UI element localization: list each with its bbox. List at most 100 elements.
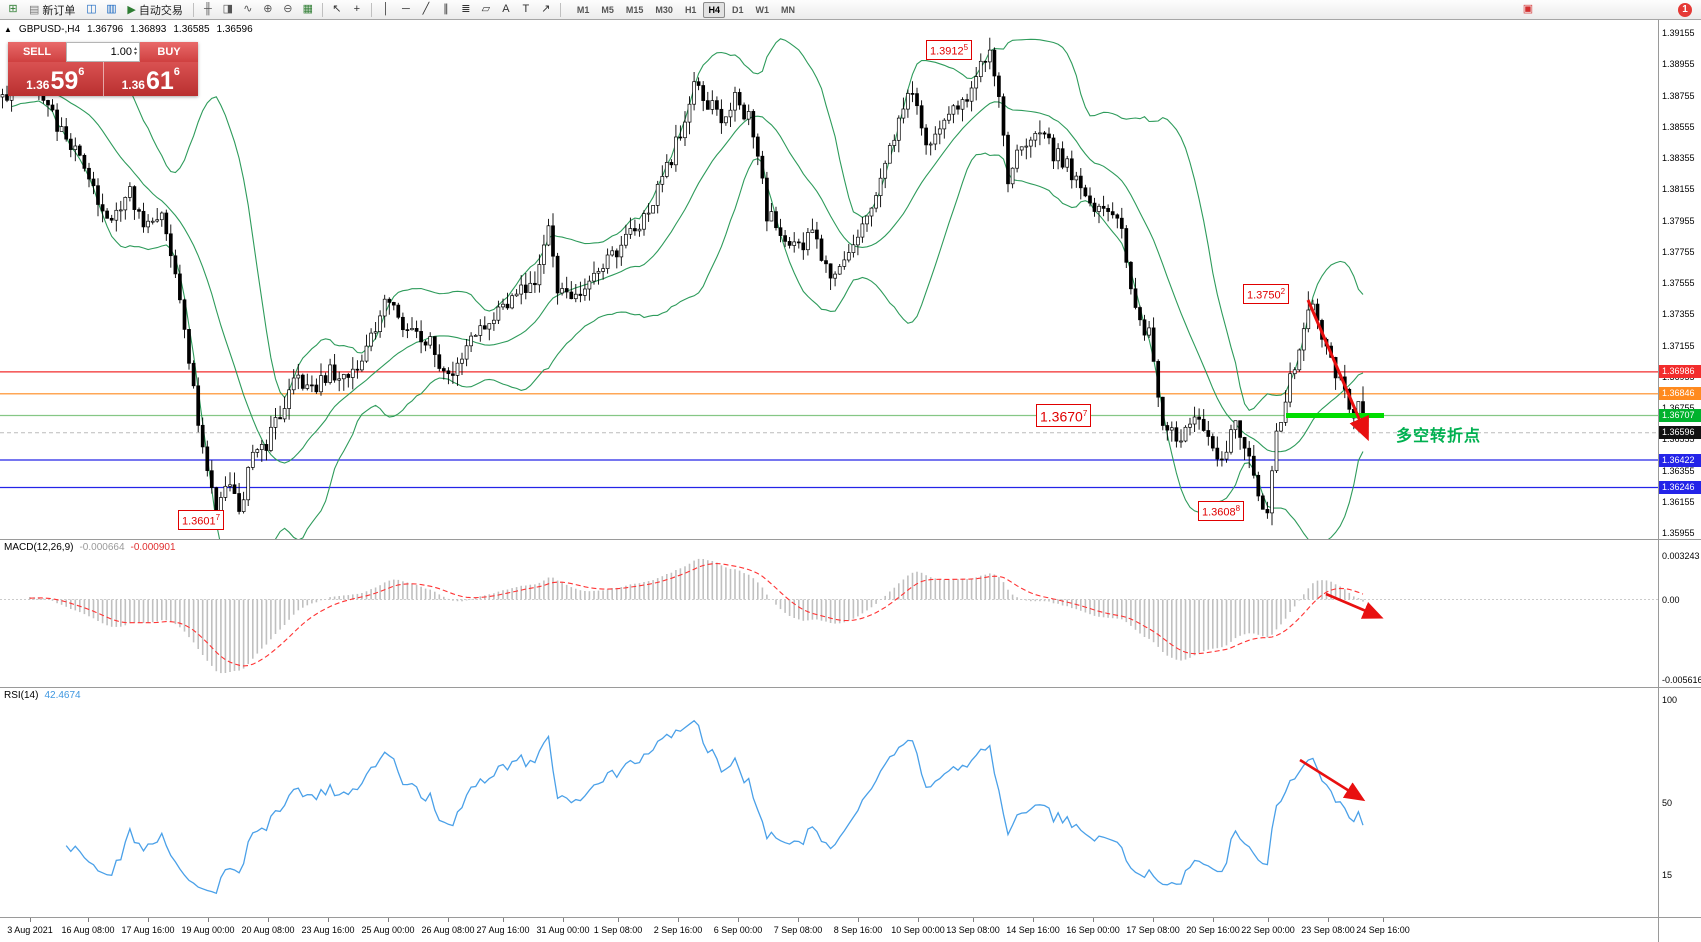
time-axis-label: 17 Sep 08:00	[1126, 925, 1180, 935]
time-axis[interactable]: 3 Aug 2021 16 Aug 08:00 17 Aug 16:00 19 Aug…	[0, 918, 1658, 942]
time-axis-label: 16 Sep 00:00	[1066, 925, 1120, 935]
volume-value[interactable]: 1.00	[110, 46, 132, 58]
notification-badge[interactable]: 1	[1678, 2, 1692, 17]
time-axis-tick	[1383, 918, 1384, 922]
alert-icon[interactable]: ▣	[1522, 3, 1534, 15]
price-tag[interactable]: 1.36017	[178, 510, 225, 530]
time-axis-label: 7 Sep 08:00	[773, 925, 823, 935]
axis-price-badge: 1.36986	[1659, 365, 1701, 379]
text-label-icon[interactable]: T	[522, 3, 530, 15]
time-axis-label: 3 Aug 2021	[7, 925, 53, 935]
panel-separator[interactable]	[0, 539, 1701, 540]
shapes-icon[interactable]: ▱	[481, 3, 491, 15]
new-order-button[interactable]: ▤ 新订单	[24, 2, 80, 18]
time-axis-label: 24 Sep 16:00	[1356, 925, 1410, 935]
buy-price[interactable]: 1.36 61 6	[104, 62, 199, 96]
bar-chart-type-icon[interactable]: ╫	[203, 3, 212, 15]
line-chart-type-icon[interactable]: ∿	[243, 3, 253, 15]
timeframe-mn[interactable]: MN	[780, 4, 795, 15]
price-axis-label: 1.39155	[1662, 28, 1695, 38]
vertical-line-icon[interactable]: │	[382, 3, 390, 15]
autotrading-button[interactable]: ▶ 自动交易	[122, 2, 187, 18]
time-axis-label: 13 Sep 08:00	[946, 925, 1000, 935]
time-axis-label: 8 Sep 16:00	[833, 925, 883, 935]
crosshair-icon[interactable]: +	[353, 3, 361, 15]
cursor-icon[interactable]: ↖	[332, 3, 342, 15]
symbol-period: GBPUSD-,H4	[18, 24, 81, 35]
time-axis-label: 27 Aug 16:00	[476, 925, 530, 935]
price-chart[interactable]	[0, 20, 1658, 540]
autotrading-icon: ▶	[127, 4, 136, 16]
price-axis-label: 1.37555	[1662, 278, 1695, 288]
tile-windows-icon[interactable]: ▦	[302, 3, 314, 15]
volume-spinner[interactable]: ▴ ▾	[133, 46, 137, 57]
volume-down-icon[interactable]: ▾	[133, 51, 137, 57]
panel-separator	[0, 917, 1701, 918]
macd-axis-label: 0.00	[1662, 594, 1680, 605]
zoom-out-icon[interactable]: ⊖	[283, 3, 293, 15]
candlestick-chart-type-icon[interactable]: ◨	[222, 3, 234, 15]
panel-separator[interactable]	[0, 687, 1701, 688]
timeframe-m15[interactable]: M15	[625, 4, 644, 15]
price-axis[interactable]: 1.39155 1.38955 1.38755 1.38555 1.38355 1.381…	[1659, 20, 1701, 942]
time-axis-label: 23 Aug 16:00	[301, 925, 355, 935]
toolbar-separator	[192, 2, 194, 17]
ohlc-high: 1.36893	[130, 24, 167, 35]
price-tag[interactable]: 1.39125	[926, 40, 973, 60]
price-axis-label: 1.35955	[1662, 528, 1695, 538]
timeframe-m30[interactable]: M30	[655, 4, 673, 15]
time-axis-tick	[30, 918, 31, 922]
time-axis-tick	[563, 918, 564, 922]
price-axis-label: 1.37955	[1662, 215, 1695, 226]
time-axis-tick	[1033, 918, 1034, 922]
time-axis-tick	[328, 918, 329, 922]
chart-windows-icon[interactable]: ◫	[86, 3, 97, 15]
timeframe-d1[interactable]: D1	[731, 4, 744, 15]
horizontal-line-icon[interactable]: ─	[401, 3, 410, 15]
volume-field[interactable]: 1.00 ▴ ▾	[66, 42, 140, 62]
buy-button[interactable]: BUY	[140, 42, 198, 62]
zoom-in-icon[interactable]: ⊕	[263, 3, 273, 15]
time-axis-tick	[678, 918, 679, 922]
time-axis-label: 6 Sep 00:00	[713, 925, 763, 935]
timeframe-m5[interactable]: M5	[601, 4, 614, 15]
price-tag[interactable]: 1.36707	[1036, 404, 1092, 427]
time-axis-label: 25 Aug 00:00	[361, 925, 415, 935]
fibonacci-icon[interactable]: ≣	[461, 3, 471, 15]
ohlc-close: 1.36596	[216, 24, 253, 35]
timeframe-w1[interactable]: W1	[755, 4, 769, 15]
price-axis-label: 1.38955	[1662, 59, 1695, 70]
macd-indicator-panel[interactable]	[0, 540, 1658, 688]
price-axis-label: 1.37355	[1662, 309, 1695, 320]
time-axis-label: 20 Aug 08:00	[241, 925, 295, 935]
turning-point-annotation[interactable]: 多空转折点	[1396, 428, 1482, 445]
autotrading-button-label: 自动交易	[138, 4, 183, 17]
toolbar-separator	[559, 2, 561, 17]
rsi-indicator-panel[interactable]	[0, 688, 1658, 918]
market-watch-icon[interactable]: ▥	[106, 3, 117, 15]
price-tag[interactable]: 1.36088	[1198, 501, 1245, 521]
channel-icon[interactable]: ∥	[443, 3, 449, 15]
arrows-icon[interactable]: ↗	[541, 3, 551, 15]
price-axis-label: 1.36155	[1662, 496, 1695, 507]
timeframe-m1[interactable]: M1	[576, 4, 590, 15]
trendline-icon[interactable]: ╱	[422, 3, 430, 15]
time-axis-tick	[1268, 918, 1269, 922]
sell-button[interactable]: SELL	[8, 42, 66, 62]
price-axis-label: 1.36355	[1662, 465, 1695, 476]
new-chart-icon[interactable]: ⊞	[8, 3, 18, 15]
time-axis-label: 19 Aug 00:00	[181, 925, 235, 935]
time-axis-tick	[448, 918, 449, 922]
sell-price[interactable]: 1.36 59 6	[8, 62, 103, 96]
price-tag[interactable]: 1.37502	[1243, 284, 1290, 304]
timeframe-h1[interactable]: H1	[684, 4, 697, 15]
volume-up-icon[interactable]: ▴	[133, 46, 137, 52]
text-icon[interactable]: A	[502, 3, 510, 15]
timeframe-group: M1 M5 M15 M30 H1 H4 D1 W1 MN	[571, 1, 801, 18]
sell-price-big: 59	[50, 67, 79, 95]
time-axis-label: 17 Aug 16:00	[121, 925, 175, 935]
timeframe-h4[interactable]: H4	[703, 1, 725, 18]
rsi-label: RSI(14)	[4, 690, 39, 701]
